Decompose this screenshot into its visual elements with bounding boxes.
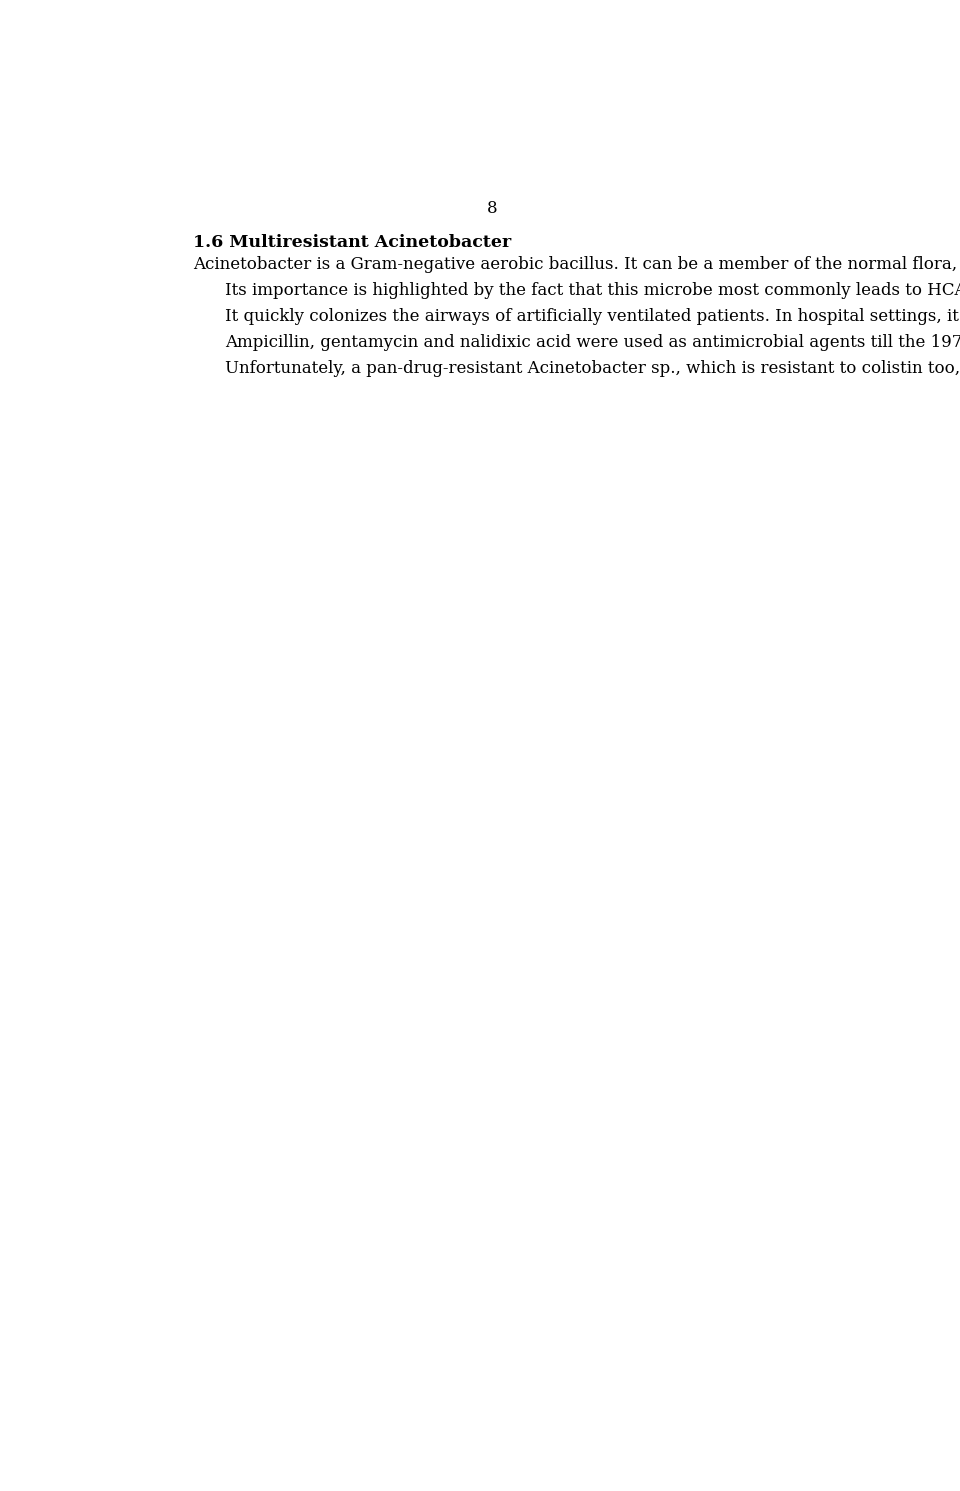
Text: Its importance is highlighted by the fact that this microbe most commonly leads : Its importance is highlighted by the fac… — [226, 282, 960, 300]
Text: Acinetobacter is a Gram-negative aerobic bacillus. It can be a member of the nor: Acinetobacter is a Gram-negative aerobic… — [193, 256, 960, 273]
Text: It quickly colonizes the airways of artificially ventilated patients. In hospita: It quickly colonizes the airways of arti… — [226, 309, 960, 325]
Text: Ampicillin, gentamycin and nalidixic acid were used as antimicrobial agents till: Ampicillin, gentamycin and nalidixic aci… — [226, 334, 960, 350]
Text: 8: 8 — [487, 200, 497, 218]
Text: 1.6 Multiresistant Acinetobacter: 1.6 Multiresistant Acinetobacter — [193, 234, 511, 252]
Text: Unfortunately, a pan-drug-resistant Acinetobacter sp., which is resistant to col: Unfortunately, a pan-drug-resistant Acin… — [226, 359, 960, 377]
